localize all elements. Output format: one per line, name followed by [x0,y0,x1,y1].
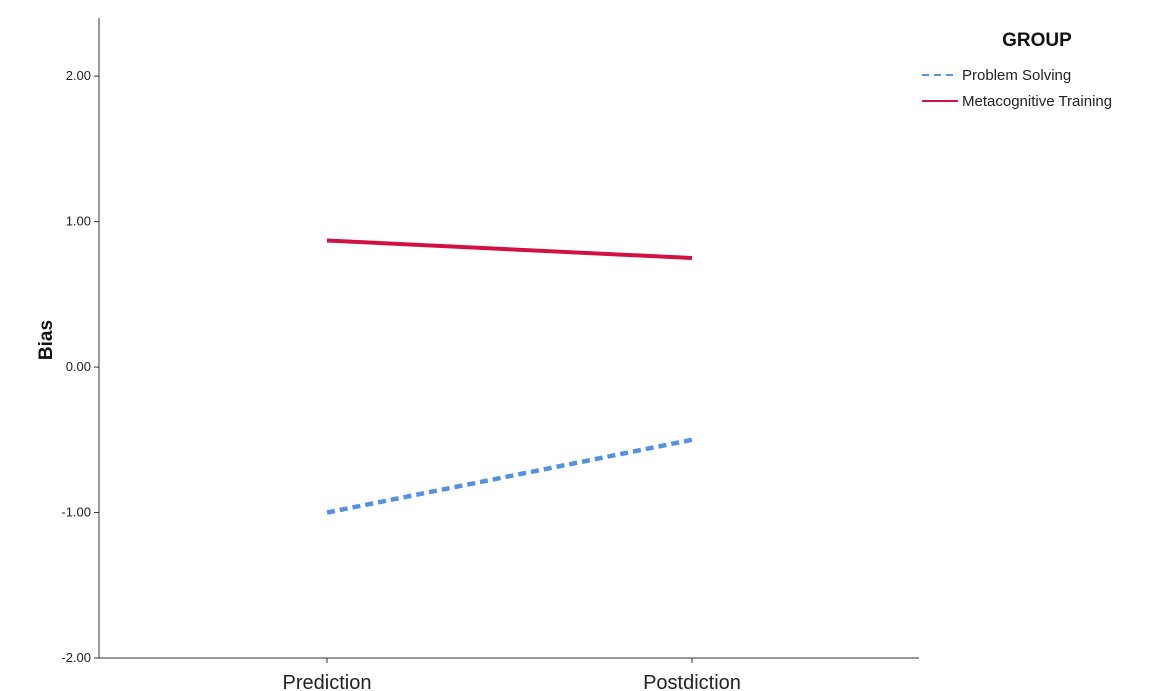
series-lines [326,238,693,515]
y-tick-label: 1.00 [66,214,91,229]
y-axis-label: Bias [36,320,57,360]
x-tick-label: Postdiction [643,672,741,691]
y-tick-label: 0.00 [66,359,91,374]
y-tick-label: -1.00 [61,505,91,520]
legend: GROUP Problem Solving Metacognitive Train… [922,30,1112,110]
legend-label: Problem Solving [962,67,1071,84]
y-tick-label: -2.00 [61,650,91,665]
series-line-problem-solving [326,437,693,515]
legend-title: GROUP [1002,30,1072,51]
y-ticks: 2.00 1.00 0.00 -1.00 -2.00 [61,68,99,665]
legend-items: Problem Solving Metacognitive Training [922,67,1112,110]
x-tick-label: Prediction [283,672,372,691]
series-line-metacognitive-training [326,238,693,260]
x-ticks: Prediction Postdiction [283,658,741,691]
axes [98,18,919,659]
y-tick-label: 2.00 [66,68,91,83]
legend-label: Metacognitive Training [962,93,1112,110]
